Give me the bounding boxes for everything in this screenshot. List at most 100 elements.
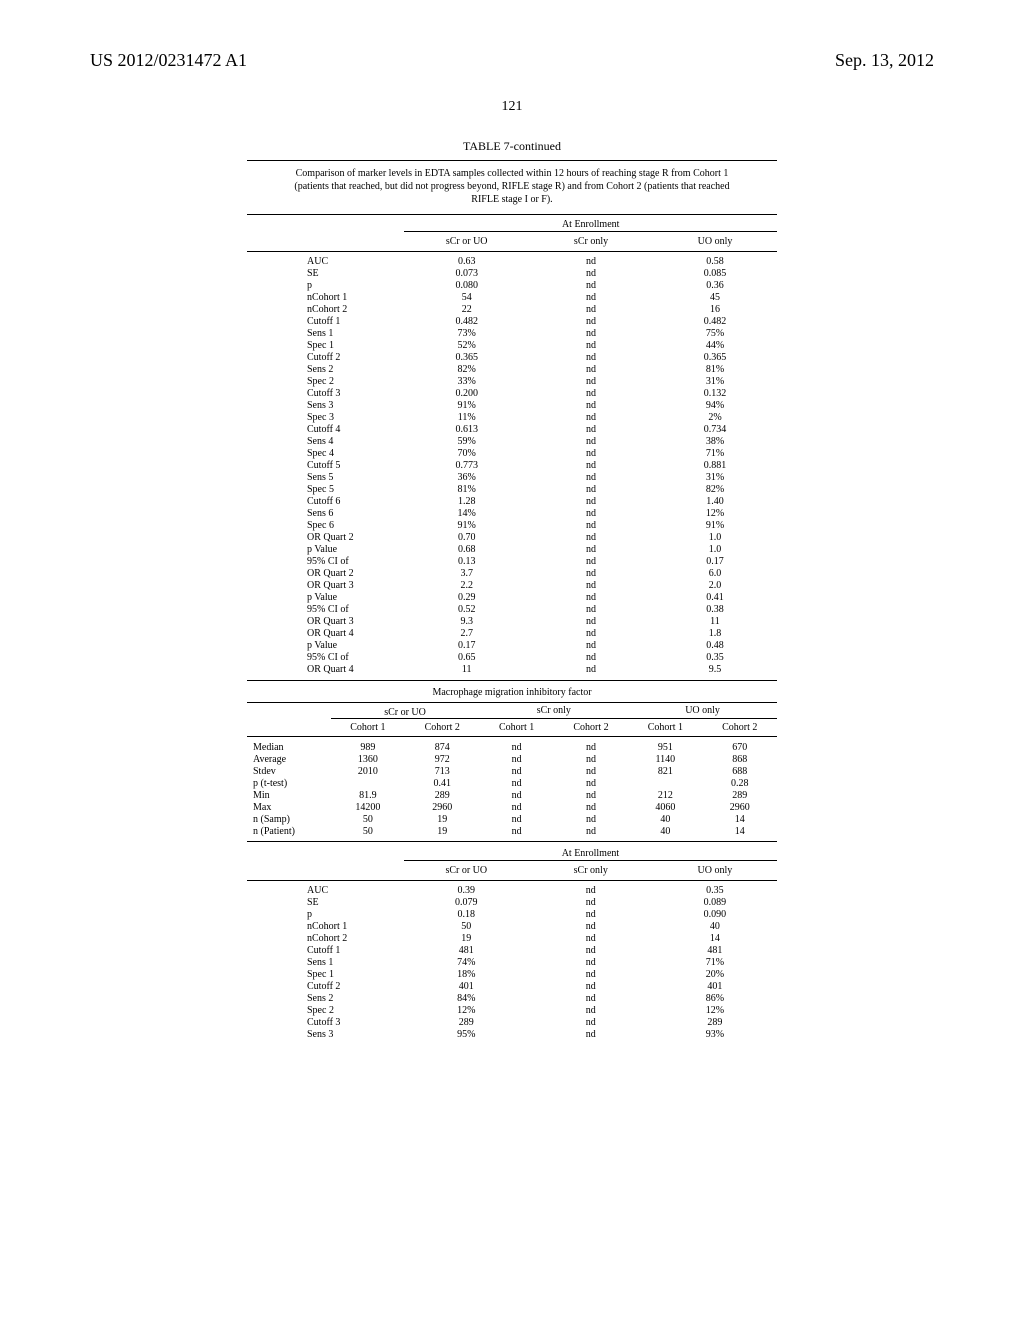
row-label: OR Quart 4 (247, 664, 404, 676)
row-label: Stdev (247, 765, 331, 777)
table7-caption: Comparison of marker levels in EDTA samp… (282, 167, 742, 206)
cell: nd (554, 801, 628, 813)
mif-sub-c1a: Cohort 1 (331, 719, 405, 737)
table-row: Spec 233%nd31% (247, 376, 777, 388)
cell: nd (554, 813, 628, 825)
row-label: 95% CI of (247, 652, 404, 664)
cell-scr: nd (529, 652, 653, 664)
mif-group-scr-uo: sCr or UO (331, 702, 480, 719)
cell-uo: 289 (653, 1017, 777, 1029)
table-row: Cutoff 10.482nd0.482 (247, 316, 777, 328)
row-label: Spec 3 (247, 412, 404, 424)
row-label: Median (247, 741, 331, 753)
cell: 289 (703, 789, 777, 801)
row-label: SE (247, 897, 404, 909)
cell-scr-uo: 19 (404, 933, 529, 945)
cell-scr-uo: 0.68 (404, 544, 529, 556)
cell-scr-uo: 82% (404, 364, 529, 376)
cell-uo: 0.089 (653, 897, 777, 909)
table-row: nCohort 154nd45 (247, 292, 777, 304)
cell-scr: nd (529, 556, 653, 568)
mif-col-scr: sCr only (529, 860, 653, 880)
table-row: Sens 391%nd94% (247, 400, 777, 412)
table-row: Cutoff 3289nd289 (247, 1017, 777, 1029)
cell-scr: nd (529, 340, 653, 352)
cell-uo: 44% (653, 340, 777, 352)
cell-scr-uo: 0.63 (404, 256, 529, 268)
table-row: AUC0.39nd0.35 (247, 885, 777, 897)
cell-scr: nd (529, 981, 653, 993)
table-row: n (Samp)5019ndnd4014 (247, 813, 777, 825)
col-uo: UO only (653, 231, 777, 251)
cell: 14200 (331, 801, 405, 813)
cell-uo: 0.48 (653, 640, 777, 652)
row-label: Sens 5 (247, 472, 404, 484)
cell: nd (479, 789, 553, 801)
cell-scr-uo: 54 (404, 292, 529, 304)
cell: 14 (703, 813, 777, 825)
row-label: nCohort 1 (247, 921, 404, 933)
cell-scr-uo: 81% (404, 484, 529, 496)
row-label: nCohort 2 (247, 304, 404, 316)
row-label: p (t-test) (247, 777, 331, 789)
row-label: nCohort 2 (247, 933, 404, 945)
cell-scr: nd (529, 292, 653, 304)
row-label: 95% CI of (247, 556, 404, 568)
cell: nd (554, 789, 628, 801)
cell: nd (554, 777, 628, 789)
cell-scr: nd (529, 352, 653, 364)
table-row: OR Quart 42.7nd1.8 (247, 628, 777, 640)
cell-uo: 93% (653, 1029, 777, 1041)
cell: nd (479, 753, 553, 765)
cell: 713 (405, 765, 479, 777)
row-label: Cutoff 1 (247, 945, 404, 957)
mif-group-scr: sCr only (479, 702, 628, 719)
cell-uo: 2.0 (653, 580, 777, 592)
cell-scr-uo: 50 (404, 921, 529, 933)
cell-uo: 0.58 (653, 256, 777, 268)
patent-page: US 2012/0231472 A1 Sep. 13, 2012 121 TAB… (0, 0, 1024, 1320)
table-row: Sens 173%nd75% (247, 328, 777, 340)
cell: nd (479, 765, 553, 777)
cell-scr-uo: 0.18 (404, 909, 529, 921)
cell: nd (479, 813, 553, 825)
cell: 0.28 (703, 777, 777, 789)
mif-col-scr-uo: sCr or UO (404, 860, 529, 880)
cell-scr: nd (529, 484, 653, 496)
cell-scr-uo: 36% (404, 472, 529, 484)
cell-scr-uo: 0.29 (404, 592, 529, 604)
table-row: Cutoff 1481nd481 (247, 945, 777, 957)
cell-scr: nd (529, 592, 653, 604)
table-row: Spec 212%nd12% (247, 1005, 777, 1017)
table-row: 95% CI of0.52nd0.38 (247, 604, 777, 616)
cell-uo: 38% (653, 436, 777, 448)
cell-scr: nd (529, 508, 653, 520)
row-label: OR Quart 3 (247, 616, 404, 628)
row-label: 95% CI of (247, 604, 404, 616)
cell-uo: 401 (653, 981, 777, 993)
table-row: Min81.9289ndnd212289 (247, 789, 777, 801)
cell (628, 777, 702, 789)
cell-scr: nd (529, 328, 653, 340)
table-row: Sens 614%nd12% (247, 508, 777, 520)
cell: 212 (628, 789, 702, 801)
cell-scr: nd (529, 424, 653, 436)
table-row: Sens 174%nd71% (247, 957, 777, 969)
row-label: Sens 6 (247, 508, 404, 520)
table-row: p Value0.29nd0.41 (247, 592, 777, 604)
cell: 19 (405, 825, 479, 837)
table-row: Average1360972ndnd1140868 (247, 753, 777, 765)
table-row: 95% CI of0.13nd0.17 (247, 556, 777, 568)
cell-uo: 0.132 (653, 388, 777, 400)
table-row: Sens 284%nd86% (247, 993, 777, 1005)
row-label: Cutoff 6 (247, 496, 404, 508)
table-row: p0.080nd0.36 (247, 280, 777, 292)
table-row: AUC0.63nd0.58 (247, 256, 777, 268)
row-label: Cutoff 3 (247, 388, 404, 400)
table-row: Spec 118%nd20% (247, 969, 777, 981)
row-label: Spec 6 (247, 520, 404, 532)
page-number: 121 (90, 99, 934, 115)
cell: nd (554, 741, 628, 753)
cell-uo: 16 (653, 304, 777, 316)
cell-uo: 11 (653, 616, 777, 628)
